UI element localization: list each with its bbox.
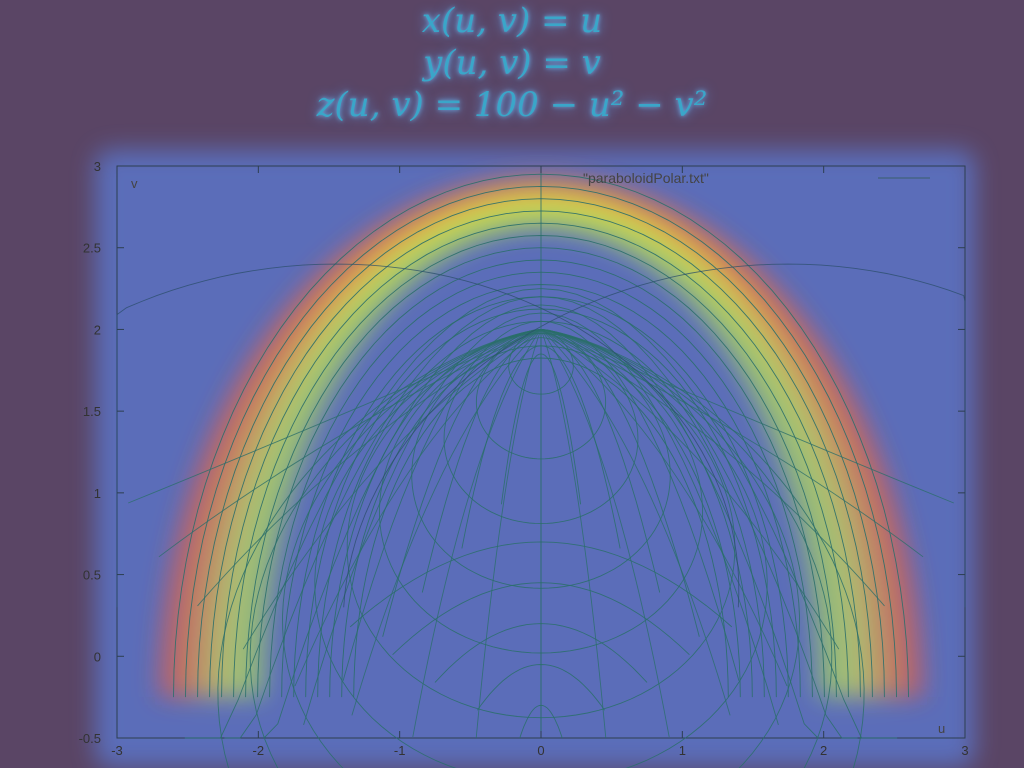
equation-x: x(u, v) = u <box>421 1 603 41</box>
radial-curve <box>540 329 607 739</box>
x-tick-label: 0 <box>537 743 544 758</box>
tick-group: -3 -2 -1 0 1 2 3 -0.5 0 0.5 1 1.5 2 2.5 3 <box>79 159 969 758</box>
radial-curve <box>540 329 885 607</box>
x-tick-label: -3 <box>111 743 123 758</box>
wide-arc <box>116 263 740 608</box>
equation-y: y(u, v) = v <box>423 43 601 83</box>
legend: "paraboloidPolar.txt" <box>583 170 930 186</box>
x-tick-label: 1 <box>679 743 686 758</box>
x-tick-label: -1 <box>394 743 406 758</box>
legend-entry-text: "paraboloidPolar.txt" <box>583 170 709 186</box>
y-tick-label: 0 <box>94 649 101 664</box>
y-tick-label: 2 <box>94 322 101 337</box>
loop-curve-left <box>217 328 541 768</box>
radial-curve <box>351 329 542 716</box>
y-tick-label: 1 <box>94 486 101 501</box>
equations-block: x(u, v) = u y(u, v) = v z(u, v) = 100 − … <box>0 0 1024 126</box>
radial-curve <box>158 328 542 558</box>
y-tick-label: -0.5 <box>79 731 101 746</box>
radial-curve <box>294 329 542 687</box>
wide-arc <box>343 263 966 608</box>
x-tick-label: 2 <box>820 743 827 758</box>
equation-z: z(u, v) = 100 − u² − v² <box>316 85 708 125</box>
x-axis-name: u <box>938 721 945 736</box>
radial-curve <box>197 329 542 607</box>
y-axis-name: v <box>131 176 138 191</box>
radial-curve <box>540 329 788 687</box>
curve-group <box>116 166 966 768</box>
loop-curve-right <box>541 328 865 768</box>
y-tick-label: 1.5 <box>83 404 101 419</box>
y-tick-label: 2.5 <box>83 241 101 256</box>
radial-curve <box>540 329 840 650</box>
radial-curve <box>412 329 542 737</box>
radial-curve <box>540 328 954 504</box>
x-tick-label: -2 <box>253 743 265 758</box>
x-tick-label: 3 <box>961 743 968 758</box>
radial-curve <box>540 329 731 716</box>
radial-curve <box>540 328 924 558</box>
y-tick-label: 0.5 <box>83 568 101 583</box>
radial-curve <box>242 329 542 650</box>
radial-curve <box>128 328 542 504</box>
y-tick-label: 3 <box>94 159 101 174</box>
radial-curve <box>540 329 670 737</box>
radial-curve <box>475 329 542 739</box>
